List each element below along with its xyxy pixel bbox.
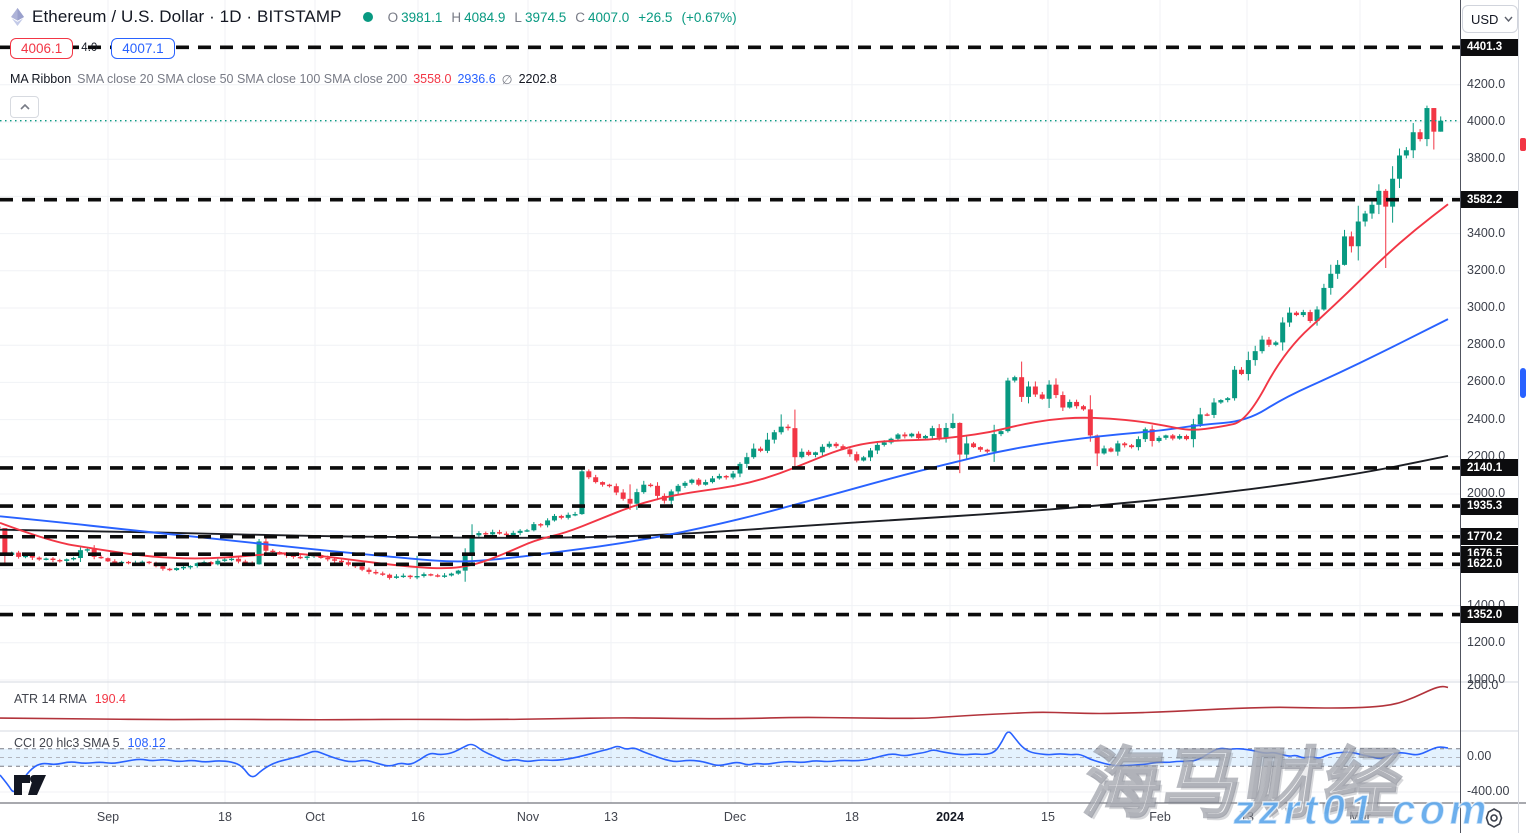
- ethereum-icon: [11, 8, 24, 26]
- cci-title: CCI 20 hlc3 SMA 5: [14, 736, 120, 750]
- cci-line: [0, 731, 1449, 793]
- price-axis-label: 4200.0: [1467, 76, 1506, 91]
- indicator-name: MA Ribbon: [10, 72, 72, 86]
- sma-line: [0, 454, 1449, 539]
- indicator-axis-label: -400.00: [1467, 784, 1510, 798]
- price-axis-label: 2800.0: [1467, 337, 1506, 352]
- time-axis-label: 2024: [936, 810, 964, 824]
- price-axis-label: 4000.0: [1467, 114, 1506, 128]
- indicator-axis-label: 0.00: [1467, 749, 1492, 763]
- time-axis-label: 18: [218, 810, 232, 824]
- price-axis-label: 1000.0: [1467, 672, 1506, 686]
- price-change: +26.5: [638, 9, 673, 25]
- chevron-up-icon: [19, 104, 30, 110]
- time-axis-label: Sep: [96, 810, 120, 824]
- time-axis-label: Mar: [1349, 810, 1371, 824]
- sma20-value: 3558.0: [413, 72, 452, 86]
- time-axis-label: Feb: [1149, 810, 1171, 824]
- sma-line: [0, 318, 1449, 563]
- time-axis-label: Dec: [723, 810, 747, 824]
- atr-value: 190.4: [94, 692, 126, 706]
- price-axis-label: 2400.0: [1467, 411, 1506, 426]
- price-axis-label: 1200.0: [1467, 634, 1506, 649]
- price-axis-label: 3400.0: [1467, 225, 1506, 240]
- price-axis-label: 2000.0: [1467, 486, 1506, 500]
- sma200-value: 2202.8: [518, 72, 557, 86]
- gear-icon: [1485, 808, 1503, 828]
- candles: [0, 105, 1444, 582]
- sma-line: [0, 203, 1449, 570]
- price-axis-label: 3000.0: [1467, 300, 1506, 314]
- price-level-badge: 1770.2: [1461, 528, 1518, 546]
- time-axis-label: 13: [604, 810, 618, 824]
- ohlc-values: O 3981.1 H 4084.9 L 3974.5 C 4007.0 +26.5 (+…: [387, 9, 737, 25]
- bid-price-tag[interactable]: 4006.1: [10, 37, 74, 59]
- price-change-pct: (+0.67%): [681, 9, 737, 25]
- tradingview-logo-icon: [14, 775, 46, 795]
- edge-blue-sliver: [1520, 368, 1526, 398]
- ask-price-tag[interactable]: 4007.1: [111, 37, 175, 59]
- price-level-badge: 4401.3: [1461, 38, 1518, 56]
- time-axis-label: 15: [1041, 810, 1055, 824]
- price-axis-label: 3800.0: [1467, 151, 1506, 166]
- atr-title: ATR 14 RMA: [14, 692, 87, 706]
- time-axis-label: 13: [1240, 810, 1254, 824]
- average-symbol: ∅: [501, 72, 513, 87]
- chevron-down-icon: [1504, 16, 1513, 22]
- price-level-badge: 2140.1: [1461, 459, 1518, 477]
- spread-value: 4.0: [81, 42, 98, 54]
- indicator-params: SMA close 20 SMA close 50 SMA close 100 …: [77, 72, 408, 86]
- cci-value: 108.12: [127, 736, 166, 750]
- price-axis-label: 2200.0: [1467, 448, 1506, 463]
- chart-legend: Ethereum / U.S. Dollar · 1D · BITSTAMP O…: [10, 0, 737, 118]
- sma100-value: 2936.6: [457, 72, 496, 86]
- atr-pane-legend: ATR 14 RMA 190.4: [14, 692, 126, 706]
- time-axis-label: 16: [411, 810, 425, 824]
- time-axis-label: 18: [845, 810, 859, 824]
- price-axis-label: 2600.0: [1467, 374, 1506, 389]
- time-axis-label: Oct: [305, 810, 325, 824]
- indicator-axis-label: 200.0: [1467, 678, 1499, 692]
- price-level-badge: 3582.2: [1461, 191, 1518, 209]
- price-level-badge: 1622.0: [1461, 555, 1518, 573]
- price-level-badge: 1352.0: [1461, 606, 1518, 624]
- atr-line: [0, 685, 1449, 721]
- market-status-dot: [362, 12, 373, 22]
- legend-collapse-button[interactable]: [10, 96, 39, 118]
- currency-label: USD: [1471, 11, 1499, 27]
- price-level-badge: 1935.3: [1461, 497, 1518, 515]
- edge-red-sliver: [1520, 138, 1526, 151]
- time-axis-label: Nov: [516, 810, 540, 824]
- ma-ribbon-legend: MA Ribbon SMA close 20 SMA close 50 SMA …: [10, 68, 737, 90]
- price-axis-label: 3200.0: [1467, 262, 1506, 277]
- currency-selector[interactable]: USD: [1462, 5, 1518, 33]
- cci-pane-legend: CCI 20 hlc3 SMA 5 108.12: [14, 736, 166, 750]
- timezone-settings-button[interactable]: [1483, 807, 1505, 833]
- tradingview-logo[interactable]: [13, 772, 47, 801]
- symbol-title[interactable]: Ethereum / U.S. Dollar · 1D · BITSTAMP: [32, 7, 342, 26]
